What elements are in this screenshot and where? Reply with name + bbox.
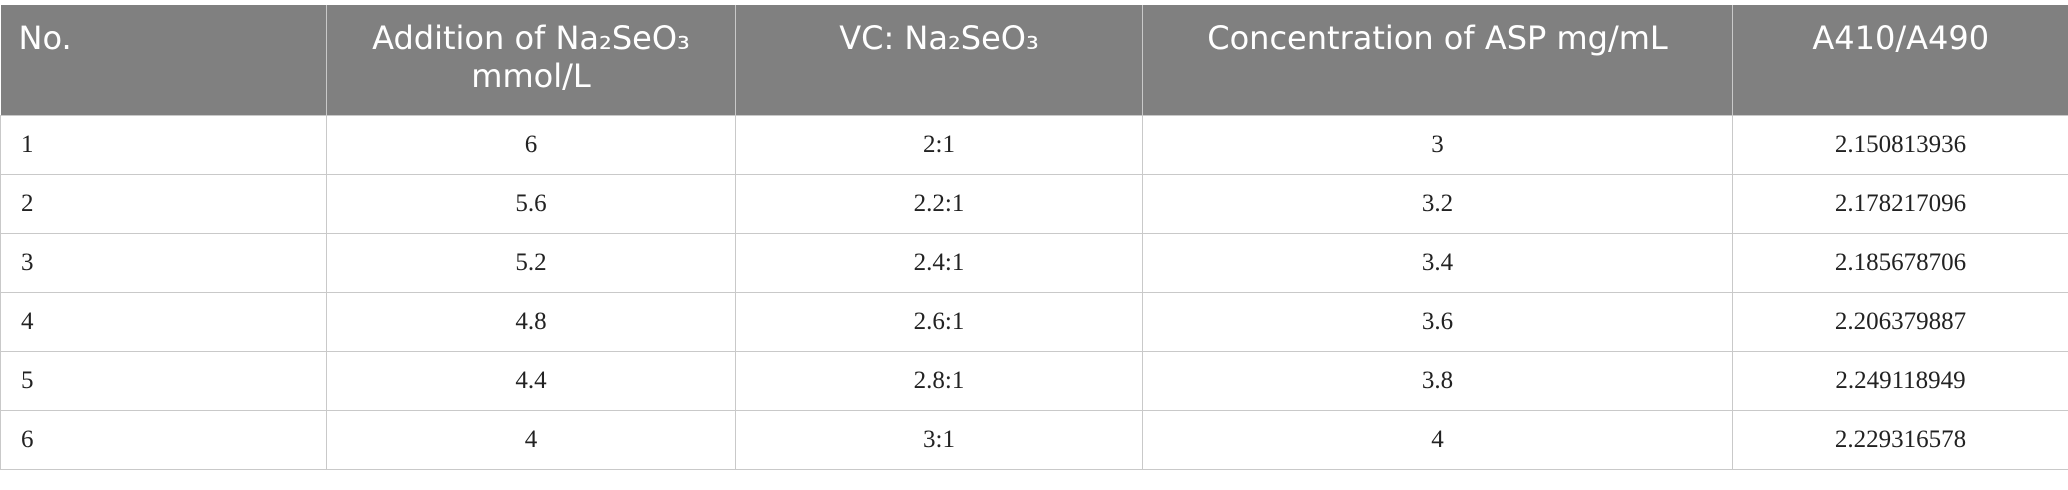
table-cell: 6 bbox=[0, 409, 327, 470]
column-header: No. bbox=[0, 5, 327, 115]
table-cell: 1 bbox=[0, 114, 327, 175]
table-cell: 2.249118949 bbox=[1732, 350, 2068, 411]
table-cell: 5.6 bbox=[326, 173, 736, 234]
table-cell: 3 bbox=[0, 232, 327, 293]
table-cell: 3.4 bbox=[1142, 232, 1733, 293]
table-cell: 5.2 bbox=[326, 232, 736, 293]
table-cell: 2.206379887 bbox=[1732, 291, 2068, 352]
table-cell: 2.2:1 bbox=[735, 173, 1143, 234]
table-cell: 2.6:1 bbox=[735, 291, 1143, 352]
table-cell: 4.4 bbox=[326, 350, 736, 411]
table-cell: 2.4:1 bbox=[735, 232, 1143, 293]
column-header: Concentration of ASP mg/mL bbox=[1142, 5, 1733, 115]
table-cell: 2.185678706 bbox=[1732, 232, 2068, 293]
table-cell: 2 bbox=[0, 173, 327, 234]
table-row: 6 4 3:1 4 2.229316578 bbox=[0, 409, 2068, 470]
column-header: A410/A490 bbox=[1732, 5, 2068, 115]
table-row: 2 5.6 2.2:1 3.2 2.178217096 bbox=[0, 173, 2068, 234]
table-cell: 4 bbox=[1142, 409, 1733, 470]
header-row: No. Addition of Na₂SeO₃ mmol/L VC: Na₂SeO₃… bbox=[0, 5, 2068, 115]
table-cell: 6 bbox=[326, 114, 736, 175]
table-cell: 3 bbox=[1142, 114, 1733, 175]
table-cell: 3:1 bbox=[735, 409, 1143, 470]
table-cell: 2.150813936 bbox=[1732, 114, 2068, 175]
table-container: No. Addition of Na₂SeO₃ mmol/L VC: Na₂SeO₃… bbox=[0, 5, 2068, 470]
table-row: 3 5.2 2.4:1 3.4 2.185678706 bbox=[0, 232, 2068, 293]
table-cell: 5 bbox=[0, 350, 327, 411]
table-cell: 3.6 bbox=[1142, 291, 1733, 352]
column-header: VC: Na₂SeO₃ bbox=[735, 5, 1143, 115]
table-cell: 2:1 bbox=[735, 114, 1143, 175]
table-body: 1 6 2:1 3 2.150813936 2 5.6 2.2:1 3.2 2.178217096… bbox=[0, 114, 2068, 470]
table-cell: 3.8 bbox=[1142, 350, 1733, 411]
table-row: 1 6 2:1 3 2.150813936 bbox=[0, 114, 2068, 175]
table-cell: 2.178217096 bbox=[1732, 173, 2068, 234]
table-cell: 3.2 bbox=[1142, 173, 1733, 234]
table-cell: 4.8 bbox=[326, 291, 736, 352]
data-table: No. Addition of Na₂SeO₃ mmol/L VC: Na₂SeO₃… bbox=[0, 5, 2068, 470]
table-cell: 4 bbox=[326, 409, 736, 470]
table-row: 5 4.4 2.8:1 3.8 2.249118949 bbox=[0, 350, 2068, 411]
table-cell: 2.229316578 bbox=[1732, 409, 2068, 470]
table-row: 4 4.8 2.6:1 3.6 2.206379887 bbox=[0, 291, 2068, 352]
table-cell: 4 bbox=[0, 291, 327, 352]
column-header: Addition of Na₂SeO₃ mmol/L bbox=[326, 5, 736, 115]
table-cell: 2.8:1 bbox=[735, 350, 1143, 411]
